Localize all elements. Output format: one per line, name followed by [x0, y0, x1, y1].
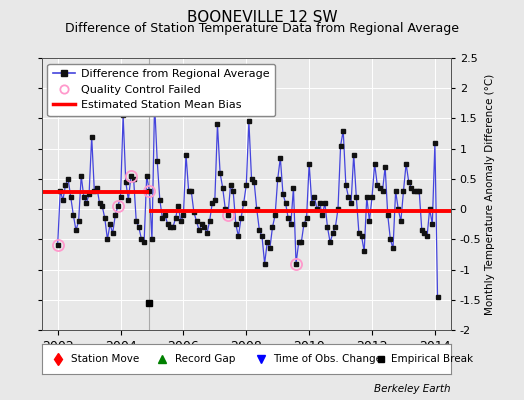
Text: Time of Obs. Change: Time of Obs. Change [273, 354, 382, 364]
Y-axis label: Monthly Temperature Anomaly Difference (°C): Monthly Temperature Anomaly Difference (… [485, 73, 496, 315]
Legend: Difference from Regional Average, Quality Control Failed, Estimated Station Mean: Difference from Regional Average, Qualit… [48, 64, 275, 116]
Text: Difference of Station Temperature Data from Regional Average: Difference of Station Temperature Data f… [65, 22, 459, 35]
Text: Empirical Break: Empirical Break [391, 354, 474, 364]
Text: Record Gap: Record Gap [175, 354, 235, 364]
Text: Station Move: Station Move [71, 354, 139, 364]
Text: Berkeley Earth: Berkeley Earth [374, 384, 451, 394]
Text: BOONEVILLE 12 SW: BOONEVILLE 12 SW [187, 10, 337, 25]
